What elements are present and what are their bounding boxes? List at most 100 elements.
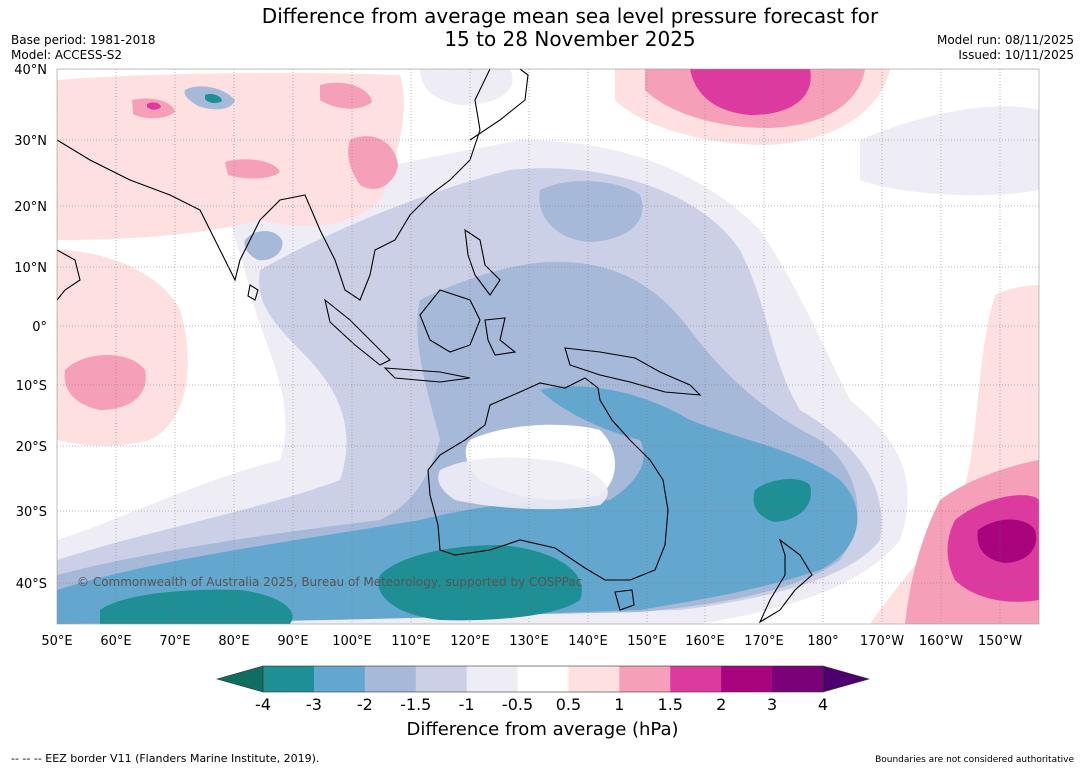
anomaly-region-neg-1.5-west (244, 231, 283, 261)
coastlines (57, 69, 813, 624)
anomaly-field: © Commonwealth of Australia 2025, Bureau… (57, 69, 1039, 624)
longitude-label: 70°E (159, 634, 190, 649)
anomaly-region-neg-1.5-north (539, 180, 643, 242)
longitude-label: 90°E (277, 634, 308, 649)
colorbar-segment (415, 666, 468, 692)
colorbar-frame (262, 665, 824, 693)
colorbar: -4 -3 -2 -1.5 -1 -0.5 0.5 1 1.5 2 3 4 (215, 665, 871, 714)
sumatra-coast (324, 298, 391, 366)
anomaly-region-pos-2-westasia (147, 102, 161, 110)
anomaly-region-neg-0.5-top (420, 69, 513, 105)
map-frame (56, 68, 1040, 625)
colorbar-over-arrow (822, 665, 871, 693)
base-period: Base period: 1981-2018 (11, 33, 156, 47)
longitude-label: 110°E (391, 634, 431, 649)
anomaly-region-pos-3-sepac (977, 519, 1037, 563)
latitude-label: 30°N (14, 134, 47, 149)
colorbar-tick-label: -3 (306, 695, 322, 714)
anomaly-region-pos-1-indian (64, 355, 146, 410)
anomaly-region-pos-1-asia (348, 136, 398, 189)
anomaly-region-neg-3-southwest (100, 589, 293, 624)
new-zealand-coast (758, 538, 813, 624)
copyright-notice: © Commonwealth of Australia 2025, Bureau… (77, 575, 582, 589)
colorbar-tick-label: 3 (767, 695, 777, 714)
longitude-label: 140°E (568, 634, 608, 649)
anomaly-region-neg-3-tasman (753, 478, 811, 522)
japan-coast (469, 69, 529, 141)
new-guinea-coast (564, 347, 702, 396)
colorbar-segment (364, 666, 417, 692)
colorbar-tick-label: 1 (614, 695, 624, 714)
longitude-label: 160°W (919, 634, 963, 649)
asia-coast (57, 69, 491, 301)
map-title-line1: Difference from average mean sea level p… (261, 4, 879, 28)
longitude-label: 130°E (509, 634, 549, 649)
colorbar-segment (466, 666, 519, 692)
arabia-africa-coast (57, 249, 81, 301)
colorbar-tick-label: -1 (459, 695, 475, 714)
latitude-label: 10°N (14, 261, 47, 276)
longitude-label: 170°W (860, 634, 904, 649)
colorbar-tick-label: 2 (716, 695, 726, 714)
longitude-label: 50°E (41, 634, 72, 649)
colorbar-tick-label: 1.5 (658, 695, 683, 714)
colorbar-segment (263, 666, 315, 692)
colorbar-segment (772, 666, 824, 692)
australia-coast (427, 377, 669, 581)
longitude-label: 150°E (627, 634, 667, 649)
anomaly-region-neg-1-inner (438, 457, 608, 510)
colorbar-title: Difference from average (hPa) (406, 719, 679, 740)
colorbar-tick-label: 0.5 (556, 695, 581, 714)
colorbar-under-arrow (215, 665, 264, 693)
latitude-label: 30°S (16, 505, 47, 520)
model-name: Model: ACCESS-S2 (11, 48, 123, 62)
longitude-labels: 50°E 60°E 70°E 80°E 90°E 100°E 110°E 120°E 130°E… (41, 634, 1022, 649)
boundaries-disclaimer: Boundaries are not considered authoritat… (875, 755, 1074, 765)
latitude-label: 40°N (14, 63, 47, 78)
colorbar-tick-label: 4 (818, 695, 828, 714)
colorbar-tick-label: -4 (255, 695, 271, 714)
longitude-label: 80°E (218, 634, 249, 649)
colorbar-segment (313, 666, 366, 692)
latitude-label: 20°N (14, 200, 47, 215)
map-title-line2: 15 to 28 November 2025 (444, 27, 696, 51)
anomaly-region-neg-0.5-north (860, 106, 1039, 196)
model-info: Base period: 1981-2018 Model: ACCESS-S2 (11, 33, 156, 63)
anomaly-region-pos-2-npac (690, 69, 811, 115)
colorbar-tick-label: -0.5 (502, 695, 533, 714)
colorbar-segment (721, 666, 773, 692)
anomaly-region-neg-3-south (378, 545, 582, 621)
longitude-label: 180° (807, 634, 838, 649)
run-info: Model run: 08/11/2025 Issued: 10/11/2025 (937, 33, 1074, 63)
graticule (57, 69, 1039, 624)
model-run: Model run: 08/11/2025 (936, 33, 1074, 47)
anomaly-region-pos-1-india (225, 159, 280, 179)
colorbar-segment (568, 666, 620, 692)
eez-legend: -- -- -- EEZ border V11 (Flanders Marine… (11, 752, 320, 765)
philippines-coast (464, 228, 501, 296)
longitude-label: 160°E (685, 634, 725, 649)
colorbar-segment (670, 666, 722, 692)
longitude-label: 60°E (100, 634, 131, 649)
longitude-label: 170°E (744, 634, 784, 649)
latitude-label: 40°S (16, 577, 47, 592)
issued-date: Issued: 10/11/2025 (958, 48, 1074, 62)
colorbar-tick-label: -1.5 (400, 695, 431, 714)
anomaly-region-pos-1-himalaya (320, 82, 372, 109)
java-coast (383, 367, 471, 383)
longitude-label: 100°E (332, 634, 372, 649)
latitude-label: 10°S (16, 379, 47, 394)
latitude-labels: 40°N 30°N 20°N 10°N 0° 10°S 20°S 30°S 40°S (14, 63, 47, 592)
anomaly-region-neg3-tibet (205, 93, 222, 104)
longitude-label: 150°W (978, 634, 1022, 649)
latitude-label: 20°S (16, 440, 47, 455)
colorbar-segment (619, 666, 671, 692)
sulawesi-coast (484, 317, 517, 356)
longitude-label: 120°E (450, 634, 490, 649)
colorbar-tick-label: -2 (357, 695, 373, 714)
borneo-coast (419, 289, 481, 353)
colorbar-segment (517, 666, 569, 692)
sri-lanka-coast (247, 284, 259, 301)
tasmania-coast (614, 589, 635, 611)
